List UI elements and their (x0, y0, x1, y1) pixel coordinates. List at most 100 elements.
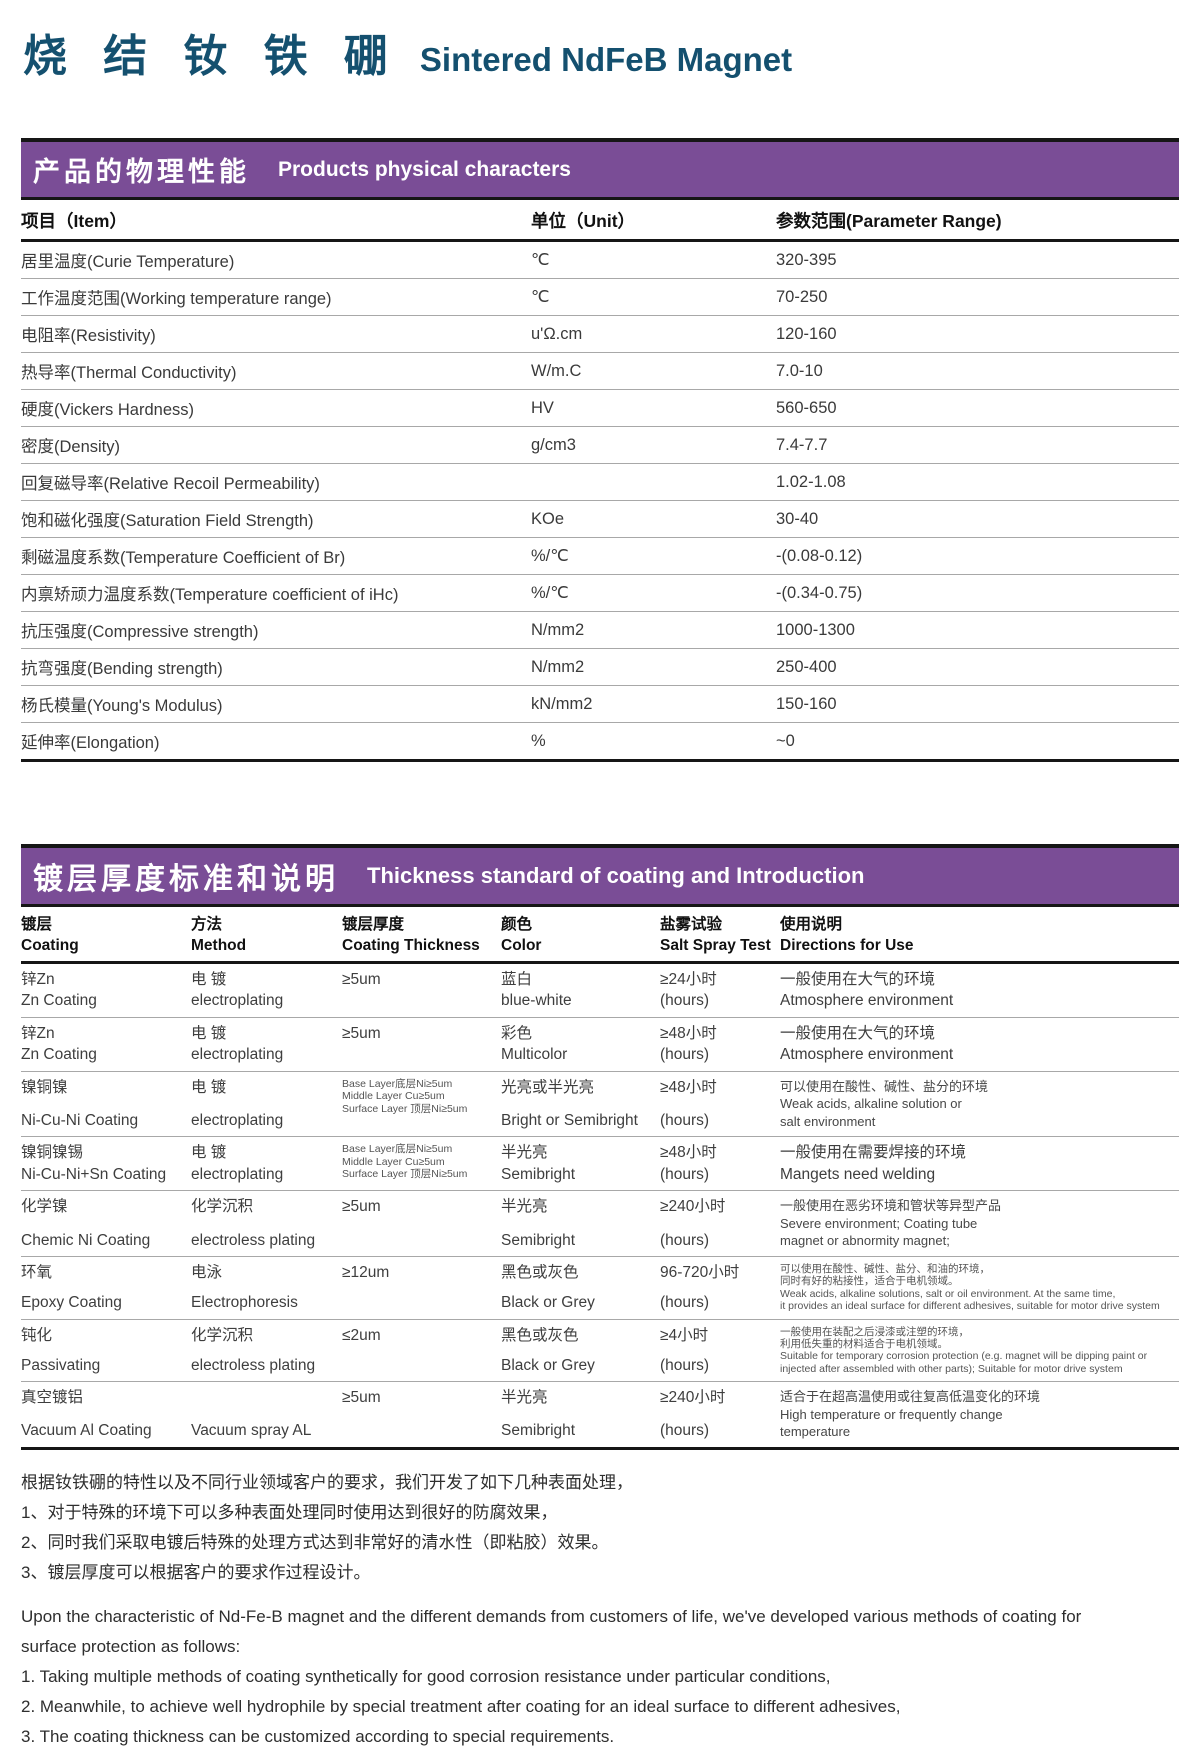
table-row: 环氧 Epoxy Coating 电泳 Electrophoresis ≥12um 黑色或… (21, 1257, 1179, 1320)
method-cell-zh: 化学沉积 (191, 1198, 254, 1216)
directions-line-en: Weak acids, alkaline solution or (780, 1096, 962, 1112)
column-header-coating: 镀层 Coating (21, 915, 191, 956)
range-cell: 120-160 (776, 324, 837, 343)
banner-coating-en: Thickness standard of coating and Introd… (367, 863, 865, 888)
method-cell: 电 镀 electroplating (191, 1143, 342, 1184)
column-header-salt-spray-test: 盐雾试验 Salt Spray Test (660, 915, 780, 956)
unit-cell: g/cm3 (531, 435, 576, 454)
directions-line-zh: 一般使用在大气的环境 (780, 1024, 936, 1042)
physical-table-body: 居里温度(Curie Temperature) ℃ 320-395 工作温度范围(Wo… (21, 242, 1179, 762)
item-cell: 硬度(Vickers Hardness) (21, 401, 194, 419)
thickness-cell: ≥5um (342, 1388, 501, 1441)
item-cell: 杨氏模量(Young's Modulus) (21, 697, 223, 715)
method-cell-zh: 化学沉积 (191, 1326, 254, 1344)
column-header-zh: 盐雾试验 (660, 916, 723, 933)
table-row: 热导率(Thermal Conductivity) W/m.C 7.0-10 (21, 353, 1179, 390)
coating-cell-en: Passivating (21, 1356, 101, 1374)
coating-cell-zh: 化学镍 (21, 1198, 68, 1216)
note-line-zh: 1、对于特殊的环境下可以多种表面处理同时使用达到很好的防腐效果， (21, 1502, 558, 1522)
item-cell: 抗弯强度(Bending strength) (21, 660, 223, 678)
range-cell: 70-250 (776, 287, 828, 306)
column-header-en: Salt Spray Test (660, 937, 771, 955)
column-header-method: 方法 Method (191, 915, 342, 956)
table-row: 电阻率(Resistivity) u'Ω.cm 120-160 (21, 316, 1179, 353)
method-cell-zh: 电 镀 (191, 970, 227, 988)
salt-spray-cell: ≥240小时 (hours) (660, 1388, 780, 1441)
thickness-line: ≤2um (342, 1326, 381, 1344)
coating-cell-en: Zn Coating (21, 1046, 97, 1064)
coating-cell-zh: 真空镀铝 (21, 1389, 84, 1407)
salt-spray-cell-en: (hours) (660, 1231, 710, 1249)
method-cell: 电 镀 electroplating (191, 970, 342, 1011)
table-row: 镍铜镍锡 Ni-Cu-Ni+Sn Coating 电 镀 electroplating… (21, 1137, 1179, 1192)
method-cell: 电 镀 electroplating (191, 1024, 342, 1065)
color-cell: 蓝白 blue-white (501, 970, 660, 1011)
range-cell: 1.02-1.08 (776, 472, 846, 491)
thickness-cell: Base Layer底层Ni≥5um Middle Layer Cu≥5um Sur… (342, 1078, 501, 1131)
method-cell-zh: 电 镀 (191, 1078, 227, 1096)
color-cell: 光亮或半光亮 Bright or Semibright (501, 1078, 660, 1131)
salt-spray-cell-zh: ≥240小时 (660, 1198, 726, 1216)
note-line-zh: 2、同时我们采取电镀后特殊的处理方式达到非常好的清水性（即粘胶）效果。 (21, 1532, 609, 1552)
salt-spray-cell: ≥24小时 (hours) (660, 970, 780, 1011)
directions-line-zh: 一般使用在装配之后浸漆或注塑的环境， (780, 1325, 969, 1338)
salt-spray-cell-en: (hours) (660, 1294, 710, 1312)
color-cell-zh: 蓝白 (501, 970, 533, 988)
directions-cell: 可以使用在酸性、碱性、盐分的环境 Weak acids, alkaline sol… (780, 1078, 1179, 1131)
color-cell-zh: 黑色或灰色 (501, 1326, 579, 1344)
thickness-cell: ≥5um (342, 1024, 501, 1065)
directions-line-zh: 同时有好的粘接性，适合于电机领域。 (780, 1275, 959, 1288)
unit-cell: KOe (531, 509, 565, 528)
thickness-line: ≥5um (342, 1024, 381, 1042)
salt-spray-cell-en: (hours) (660, 1356, 710, 1374)
table-row: 镍铜镍 Ni-Cu-Ni Coating 电 镀 electroplating Base… (21, 1072, 1179, 1138)
table-row: 内禀矫顽力温度系数(Temperature coefficient of iHc… (21, 575, 1179, 612)
method-cell-zh: 电 镀 (191, 1144, 227, 1162)
note-line-zh: 根据钕铁硼的特性以及不同行业领域客户的要求，我们开发了如下几种表面处理， (21, 1472, 633, 1492)
thickness-cell: Base Layer底层Ni≥5um Middle Layer Cu≥5um Sur… (342, 1143, 501, 1184)
banner-physical-en: Products physical characters (278, 157, 571, 181)
column-header-coating-thickness: 镀层厚度 Coating Thickness (342, 915, 501, 956)
coating-cell-zh: 钝化 (21, 1326, 53, 1344)
directions-line-en: Suitable for temporary corrosion protect… (780, 1350, 1148, 1363)
page-title-en: Sintered NdFeB Magnet (419, 41, 793, 78)
coating-cell: 锌Zn Zn Coating (21, 1024, 191, 1065)
salt-spray-cell: ≥48小时 (hours) (660, 1143, 780, 1184)
coating-cell: 环氧 Epoxy Coating (21, 1263, 191, 1313)
table-row: 居里温度(Curie Temperature) ℃ 320-395 (21, 242, 1179, 279)
directions-line-zh: 适合于在超高温使用或往复高低温变化的环境 (780, 1389, 1041, 1405)
directions-cell: 一般使用在大气的环境 Atmosphere environment (780, 970, 1179, 1011)
column-header-unit: 单位（Unit） (531, 211, 636, 231)
color-cell-en: Semibright (501, 1166, 576, 1184)
method-cell: 化学沉积 electroless plating (191, 1326, 342, 1376)
unit-cell: %/℃ (531, 547, 569, 565)
thickness-line: Surface Layer 顶层Ni≥5um (342, 1168, 468, 1181)
note-line-en: 1. Taking multiple methods of coating sy… (21, 1666, 831, 1686)
unit-cell: HV (531, 398, 554, 417)
method-cell-zh: 电 镀 (191, 1024, 227, 1042)
directions-line-en: Severe environment; Coating tube (780, 1215, 978, 1231)
color-cell-en: Black or Grey (501, 1356, 595, 1374)
column-header-zh: 颜色 (501, 916, 533, 933)
directions-line-en: Atmosphere environment (780, 992, 954, 1010)
item-cell: 工作温度范围(Working temperature range) (21, 290, 332, 308)
coating-cell-zh: 环氧 (21, 1264, 53, 1282)
unit-cell: W/m.C (531, 361, 582, 380)
column-header-zh: 方法 (191, 916, 223, 933)
directions-cell: 可以使用在酸性、碱性、盐分、和油的环境， 同时有好的粘接性，适合于电机领域。 Wea… (780, 1263, 1179, 1313)
unit-cell: %/℃ (531, 584, 569, 602)
directions-line-zh: 可以使用在酸性、碱性、盐分、和油的环境， (780, 1263, 990, 1276)
color-cell-zh: 半光亮 (501, 1198, 548, 1216)
directions-line-en: Weak acids, alkaline solutions, salt or … (780, 1287, 1116, 1300)
salt-spray-cell-en: (hours) (660, 1112, 710, 1130)
column-header-range: 参数范围(Parameter Range) (776, 211, 1002, 231)
coating-table: 镀层 Coating 方法 Method 镀层厚度 Coating Thickness 颜色… (21, 907, 1179, 1450)
directions-cell: 一般使用在恶劣环境和管状等异型产品 Severe environment; Coa… (780, 1197, 1179, 1250)
method-cell-en: electroless plating (191, 1231, 316, 1249)
coating-cell-zh: 镍铜镍锡 (21, 1144, 84, 1162)
color-cell-en: Black or Grey (501, 1294, 595, 1312)
table-row: 剩磁温度系数(Temperature Coefficient of Br) %/℃… (21, 538, 1179, 575)
table-row: 杨氏模量(Young's Modulus) kN/mm2 150-160 (21, 686, 1179, 723)
directions-line-en: magnet or abnormity magnet; (780, 1233, 950, 1249)
directions-line-zh: 一般使用在恶劣环境和管状等异型产品 (780, 1198, 1002, 1214)
